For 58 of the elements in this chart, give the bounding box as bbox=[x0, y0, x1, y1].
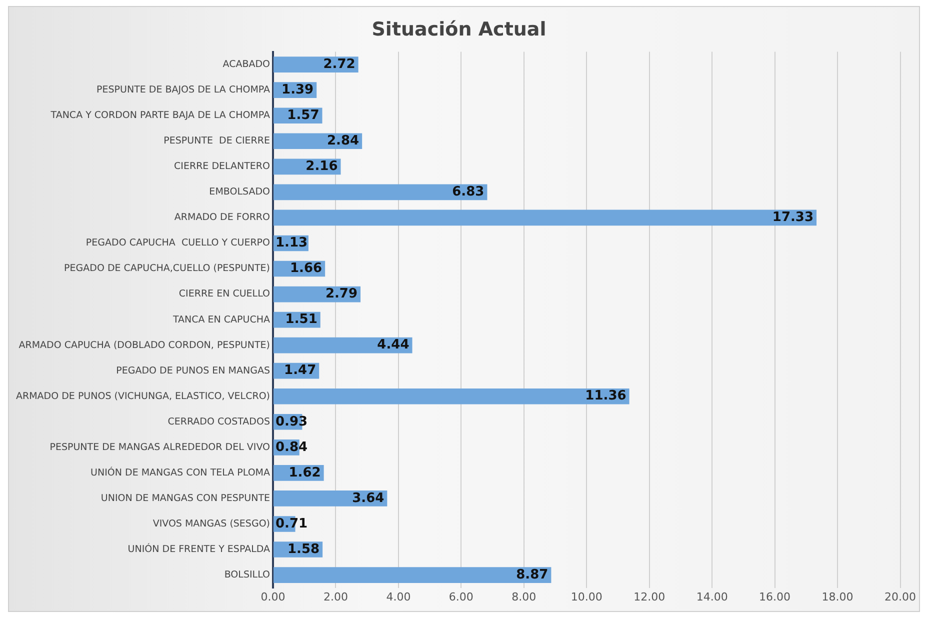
x-tick-label: 12.00 bbox=[634, 590, 666, 604]
x-tick-label: 10.00 bbox=[570, 590, 602, 604]
data-label: 4.44 bbox=[377, 338, 410, 353]
data-label: 17.33 bbox=[772, 210, 814, 226]
data-label: 2.72 bbox=[323, 56, 356, 72]
y-tick-label: ARMADO CAPUCHA (DOBLADO CORDON, PESPUNTE) bbox=[18, 340, 270, 351]
y-tick-label: PEGADO CAPUCHA CUELLO Y CUERPO bbox=[86, 238, 270, 249]
bar bbox=[274, 184, 488, 200]
chart-title: Situación Actual bbox=[372, 18, 546, 40]
x-tick-label: 2.00 bbox=[323, 590, 348, 604]
data-label: 1.57 bbox=[287, 108, 320, 123]
y-tick-label: TANCA EN CAPUCHA bbox=[172, 314, 271, 326]
y-tick-label: PESPUNTE DE MANGAS ALREDEDOR DEL VIVO bbox=[50, 442, 270, 453]
bar bbox=[274, 388, 630, 404]
data-label: 2.79 bbox=[325, 286, 358, 302]
y-tick-label: ACABADO bbox=[222, 59, 270, 70]
data-label: 1.62 bbox=[288, 465, 321, 480]
data-label: 2.84 bbox=[327, 134, 360, 149]
y-tick-label: UNIÓN DE FRENTE Y ESPALDA bbox=[128, 542, 271, 555]
y-tick-label: CERRADO COSTADOS bbox=[168, 416, 270, 428]
y-tick-label: ARMADO DE FORRO bbox=[174, 212, 270, 224]
x-tick-label: 16.00 bbox=[759, 590, 791, 604]
x-tick-label: 8.00 bbox=[512, 590, 536, 604]
y-tick-label: PEGADO DE CAPUCHA,CUELLO (PESPUNTE) bbox=[64, 263, 270, 274]
x-tick-label: 18.00 bbox=[822, 590, 854, 604]
y-tick-label: EMBOLSADO bbox=[209, 186, 270, 198]
data-label: 1.13 bbox=[276, 236, 308, 251]
data-label: 3.64 bbox=[352, 490, 384, 506]
data-label: 1.51 bbox=[285, 312, 318, 328]
data-label: 1.39 bbox=[282, 82, 314, 98]
data-label: 11.36 bbox=[585, 388, 626, 404]
data-label: 2.16 bbox=[306, 159, 338, 174]
data-label: 1.66 bbox=[290, 261, 322, 276]
y-tick-label: UNIÓN DE MANGAS CON TELA PLOMA bbox=[90, 466, 271, 478]
y-tick-label: UNION DE MANGAS CON PESPUNTE bbox=[100, 492, 270, 504]
data-label: 8.87 bbox=[516, 567, 548, 582]
y-tick-label: BOLSILLO bbox=[224, 570, 270, 581]
data-label: 1.58 bbox=[287, 542, 320, 557]
x-tick-label: 14.00 bbox=[696, 590, 728, 604]
x-tick-label: 6.00 bbox=[448, 590, 474, 604]
y-tick-label: ARMADO DE PUNOS (VICHUNGA, ELASTICO, VELCRO) bbox=[16, 390, 270, 402]
x-tick-label: 4.00 bbox=[386, 590, 411, 604]
y-tick-label: PEGADO DE PUNOS EN MANGAS bbox=[116, 365, 270, 376]
bar bbox=[274, 567, 552, 583]
x-tick-label: 20.00 bbox=[884, 590, 916, 604]
bar bbox=[274, 337, 412, 354]
y-tick-label: CIERRE EN CUELLO bbox=[178, 288, 270, 300]
data-label: 6.83 bbox=[452, 184, 484, 200]
y-tick-label: VIVOS MANGAS (SESGO) bbox=[152, 518, 270, 530]
bar bbox=[274, 490, 388, 506]
y-tick-label: CIERRE DELANTERO bbox=[174, 161, 270, 172]
y-tick-label: PESPUNTE DE BAJOS DE LA CHOMPA bbox=[96, 84, 271, 96]
x-tick-label: 0.00 bbox=[260, 590, 286, 604]
y-tick-label: PESPUNTE DE CIERRE bbox=[164, 136, 270, 147]
y-tick-label: TANCA Y CORDON PARTE BAJA DE LA CHOMPA bbox=[50, 110, 270, 122]
bar bbox=[274, 56, 358, 72]
bar bbox=[274, 210, 817, 226]
data-label: 1.47 bbox=[284, 363, 316, 378]
